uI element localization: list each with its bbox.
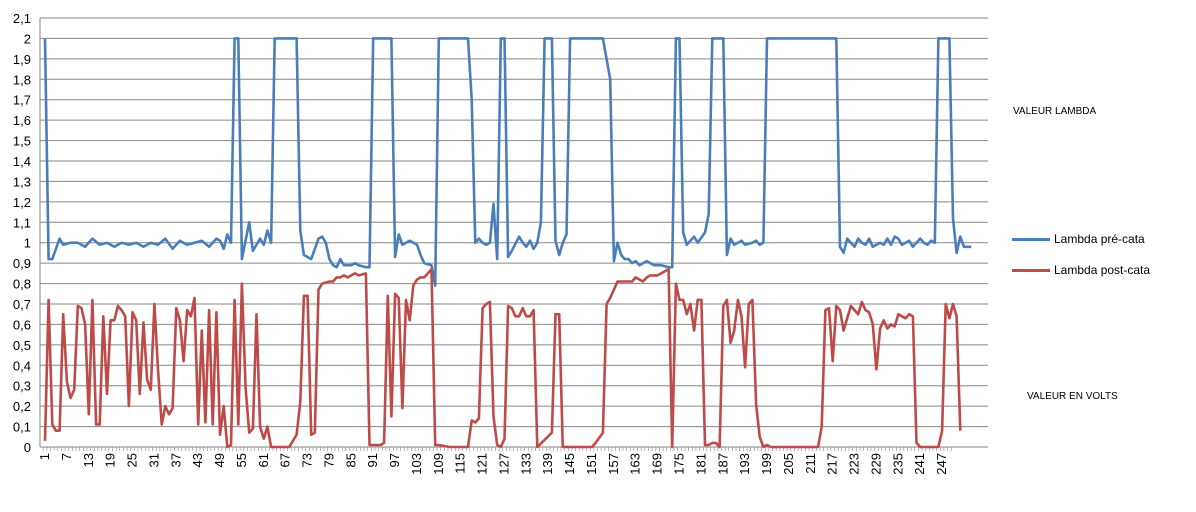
x-tick-label: 241 [912, 453, 927, 475]
legend-label-post-cata: Lambda post-cata [1054, 263, 1151, 277]
y-tick-label: 1,2 [13, 195, 31, 210]
x-axis-tick-labels: 1 7 13 19 25 31 37 43 49 55 61 67 73 79 85 91 97 103 109 11… [37, 453, 949, 475]
x-tick-label: 229 [868, 453, 883, 475]
x-tick-label: 31 [146, 453, 161, 467]
y-tick-label: 0,4 [13, 358, 31, 373]
x-tick-label: 235 [890, 453, 905, 475]
x-tick-label: 61 [256, 453, 271, 467]
y-tick-label: 0,3 [13, 379, 31, 394]
legend-entry-post-cata: Lambda post-cata [1012, 263, 1150, 277]
x-tick-label: 37 [168, 453, 183, 467]
volts-annotation: VALEUR EN VOLTS [1027, 391, 1118, 402]
y-tick-label: 0,5 [13, 338, 31, 353]
x-tick-label: 205 [781, 453, 796, 475]
y-tick-label: 0,1 [13, 420, 31, 435]
y-axis-tick-labels: 0 0,1 0,2 0,3 0,4 0,5 0,6 0,7 0,8 0,9 1 1,1 1,2 1,3 1,… [13, 11, 31, 455]
x-tick-label: 199 [759, 453, 774, 475]
lambda-annotation: VALEUR LAMBDA [1013, 106, 1097, 117]
series-lines [43, 37, 972, 449]
x-tick-label: 247 [934, 453, 949, 475]
x-tick-label: 145 [562, 453, 577, 475]
y-tick-label: 1,9 [13, 52, 31, 67]
x-tick-label: 115 [453, 453, 468, 474]
y-tick-label: 1,3 [13, 174, 31, 189]
x-tick-label: 109 [431, 453, 446, 475]
y-tick-label: 0 [24, 440, 31, 455]
x-tick-label: 19 [103, 453, 118, 467]
x-tick-label: 217 [825, 453, 840, 475]
x-tick-label: 25 [125, 453, 140, 467]
x-tick-label: 97 [387, 453, 402, 467]
y-tick-label: 1,7 [13, 93, 31, 108]
x-tick-label: 49 [212, 453, 227, 467]
x-tick-label: 157 [606, 453, 621, 475]
series-line-pre-cata [43, 37, 972, 287]
x-tick-label: 193 [737, 453, 752, 475]
legend-swatch-post-cata [1012, 268, 1050, 272]
y-tick-label: 0,8 [13, 277, 31, 292]
gridlines [40, 17, 988, 448]
y-tick-label: 2,1 [13, 11, 31, 26]
x-tick-label: 67 [278, 453, 293, 467]
x-tick-label: 91 [365, 453, 380, 467]
x-tick-label: 103 [409, 453, 424, 475]
x-tick-label: 169 [650, 453, 665, 475]
x-tick-label: 55 [234, 453, 249, 467]
axes [39, 18, 988, 451]
x-tick-label: 223 [847, 453, 862, 475]
x-tick-label: 127 [496, 453, 511, 475]
x-tick-label: 181 [693, 453, 708, 475]
x-tick-label: 133 [518, 453, 533, 475]
x-tick-label: 79 [321, 453, 336, 467]
x-tick-label: 211 [803, 453, 818, 474]
y-tick-label: 1 [24, 236, 31, 251]
y-tick-label: 2 [24, 31, 31, 46]
series-line-post-cata [43, 267, 962, 449]
y-tick-label: 0,6 [13, 317, 31, 332]
y-tick-label: 0,2 [13, 399, 31, 414]
x-tick-label: 121 [475, 453, 490, 475]
y-tick-label: 1,8 [13, 72, 31, 87]
x-tick-label: 187 [715, 453, 730, 475]
y-tick-label: 1,5 [13, 134, 31, 149]
y-tick-label: 1,6 [13, 113, 31, 128]
legend-swatch-pre-cata [1012, 237, 1050, 241]
y-tick-label: 1,4 [13, 154, 31, 169]
x-tick-label: 13 [81, 453, 96, 467]
x-tick-label: 139 [540, 453, 555, 475]
x-tick-label: 85 [343, 453, 358, 467]
x-tick-label: 175 [672, 453, 687, 475]
y-tick-label: 0,7 [13, 297, 31, 312]
x-tick-label: 1 [37, 453, 52, 460]
x-tick-label: 7 [59, 453, 74, 460]
y-tick-label: 1,1 [13, 215, 31, 230]
x-tick-label: 43 [190, 453, 205, 467]
x-tick-label: 151 [584, 453, 599, 475]
legend-label-pre-cata: Lambda pré-cata [1054, 232, 1145, 246]
x-tick-label: 73 [300, 453, 315, 467]
x-tick-label: 163 [628, 453, 643, 475]
y-tick-label: 0,9 [13, 256, 31, 271]
legend-entry-pre-cata: Lambda pré-cata [1012, 232, 1145, 246]
